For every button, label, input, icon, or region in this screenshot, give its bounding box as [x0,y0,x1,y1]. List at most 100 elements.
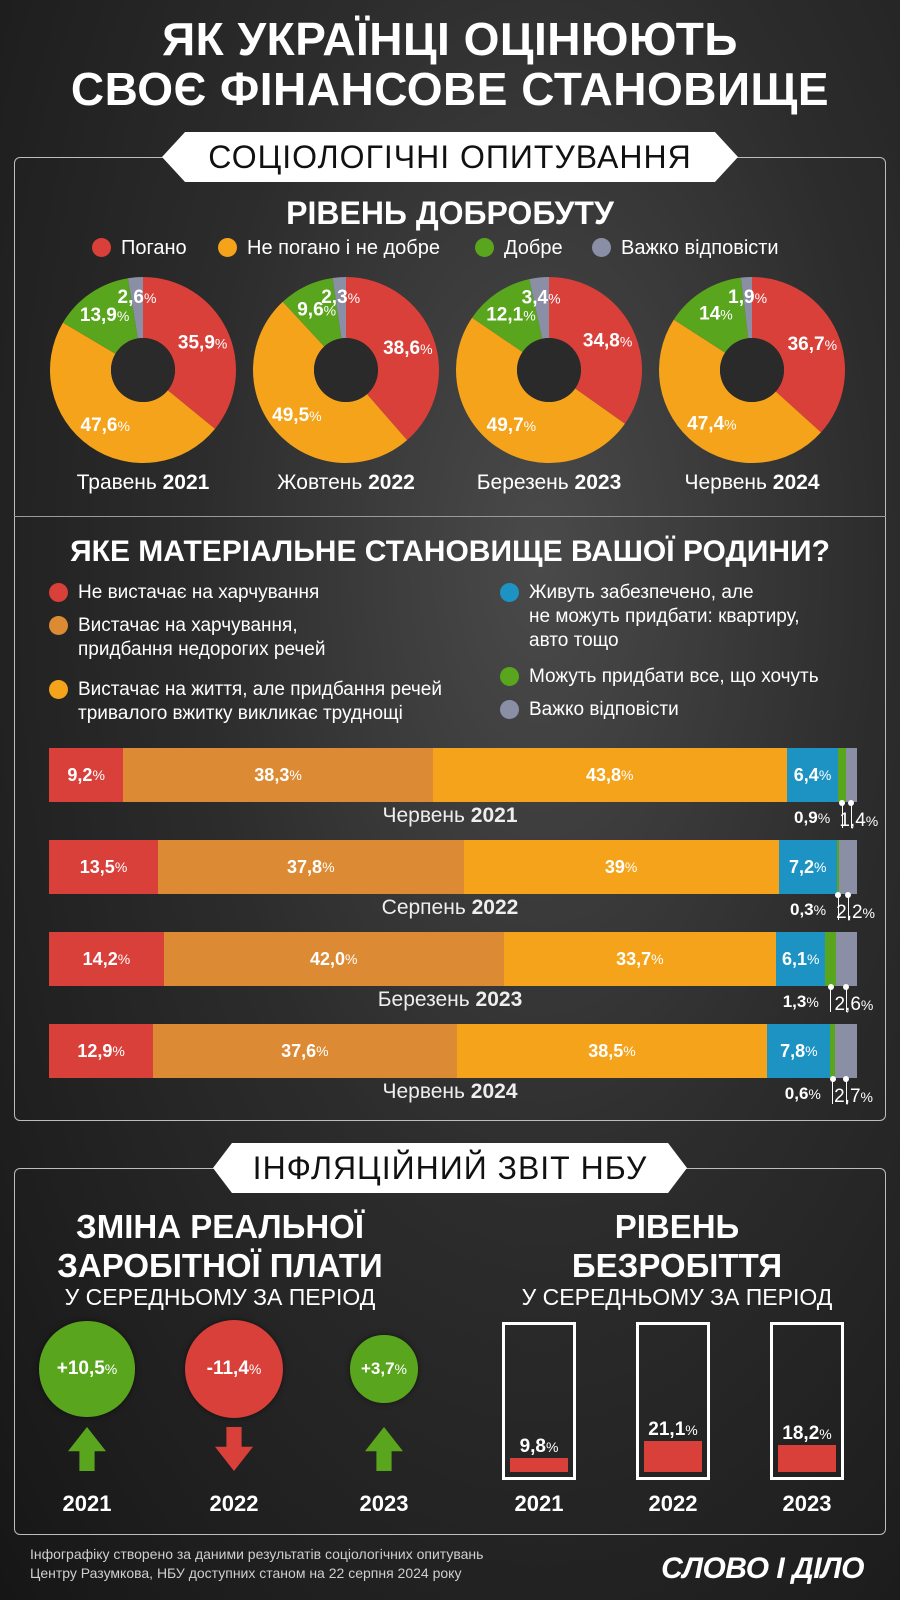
donut-slice [143,277,236,429]
percent-sign: % [624,859,638,875]
bar-segment: 33,7% [503,932,777,986]
percent-sign: % [813,902,827,918]
value-number: 2,6 [834,994,861,1015]
value-number: 33,7 [616,948,652,969]
percent-sign: % [807,951,820,967]
percent-sign: % [322,859,335,875]
donut-slice [253,301,408,463]
caption-period: Червень [382,1080,471,1103]
legend-label: Важко відповісти [621,237,779,259]
legend-label-line: Вистачає на життя, але придбання речей [78,679,442,700]
legend-label-line: Живуть забезпечено, але [529,582,754,603]
donut-value-label: 2,6% [118,287,157,308]
legend-item: Погано [92,236,187,260]
caption-year: 2022 [368,471,415,494]
small-segment-label: 0,9% [794,808,830,828]
donut-slice [127,277,143,339]
wellbeing-donuts: 35,9% 47,6% 13,9%2,6% 38,6% 49,5% 9,6%2,3% 34,… [50,277,845,463]
legend-item: Вистачає на харчування, придбання недорог… [49,614,325,662]
donut-caption: Жовтень 2022 [246,471,446,495]
leader-dot [848,800,855,806]
percent-sign: % [813,859,827,875]
small-segment-label: 0,6% [785,1084,821,1104]
donut-value-label: 1,9% [728,287,767,308]
bar-segment: 6,1% [776,932,826,986]
wages-title-line-1: ЗМІНА РЕАЛЬНОЇ [76,1208,364,1245]
leader-dot [843,1076,850,1082]
wage-change-circle: +3,7% [350,1335,418,1403]
value-number: 6,1 [782,948,808,969]
leader-line [845,1078,847,1104]
small-segment-label: 1,3% [783,992,819,1012]
percent-sign: % [805,1043,818,1059]
percent-sign: % [545,1438,559,1455]
donut-slice [332,277,346,339]
donut-value-label: 47,6% [81,415,130,436]
percent-sign: % [818,767,832,783]
bar-segment [838,748,846,802]
title-line-1: ЯК УКРАЇНЦІ ОЦІНЮЮТЬ [162,13,738,65]
unemployment-year-label: 2023 [782,1491,832,1516]
percent-sign: % [344,951,358,967]
bar-segment: 37,8% [158,840,464,894]
legend-dot [92,238,111,257]
percent-sign: % [621,767,634,783]
bar-segment [825,932,836,986]
donut-slice [673,277,749,353]
legend-dot [49,616,68,635]
percent-sign: % [92,767,105,783]
value-number: 14,2 [82,948,118,969]
caption-year: 2022 [471,896,519,919]
legend-label: Не вистачає на харчування [78,581,319,605]
title-line-2: СВОЄ ФІНАНСОВЕ СТАНОВИЩЕ [70,63,830,115]
legend-dot [475,238,494,257]
percent-sign: % [806,994,819,1010]
value-number: 38,5 [588,1040,624,1061]
value-number: 2,7 [834,1086,861,1107]
bar-caption: Червень 2024 [250,1080,650,1104]
donut-value-label: 36,7% [788,334,837,355]
value-number: 42,0 [309,948,345,969]
brand-logo: СЛОВО І ДІЛО [661,1552,864,1585]
donut-slice [529,277,549,339]
bar-segment: 12,9% [49,1024,154,1078]
donut-value-label: 12,1% [486,305,535,326]
value-number: 6,4 [793,764,819,785]
donut-value-label: 47,4% [687,413,736,434]
footer-line-1: Інфографіку створено за даними результат… [30,1546,484,1562]
percent-sign: % [817,810,831,826]
donut-value-label: 34,8% [583,331,632,352]
value-number: +10,5 [56,1357,105,1379]
unemployment-value: 18,2% [773,1423,841,1445]
value-number: 37,6 [281,1040,317,1061]
bar-segment [830,1024,836,1078]
value-number: 7,2 [788,856,814,877]
percent-sign: % [117,951,131,967]
unemployment-box: 21,1% [636,1322,710,1480]
caption-year: 2023 [574,471,622,494]
unemployment-title-line-1: РІВЕНЬ [614,1208,740,1245]
value-number: 9,2 [67,764,93,785]
caption-year: 2023 [475,988,523,1011]
legend-label: Погано [121,237,187,259]
percent-sign: % [808,1086,821,1102]
unemployment-fill [644,1440,702,1472]
legend-item: Живуть забезпечено, але не можуть придбат… [500,581,800,653]
value-number: 39 [604,856,625,877]
legend-label-line: Важко відповісти [529,699,679,720]
value-number: 43,8 [585,764,622,785]
bar-caption: Серпень 2022 [250,896,650,920]
value-number: 0,9 [794,808,818,827]
legend-label-line: придбання недорогих речей [78,639,326,660]
donut-slice [740,277,752,339]
bar-segment [835,932,857,986]
legend-dot [592,238,611,257]
legend-dot [49,583,68,602]
legend-dot [218,238,237,257]
value-number: +3,7 [360,1358,395,1378]
leader-line [837,894,839,920]
donut-slice [346,277,439,441]
legend-item: Важко відповісти [500,698,679,722]
caption-year: 2021 [162,471,210,494]
bar-segment: 38,3% [123,748,433,802]
